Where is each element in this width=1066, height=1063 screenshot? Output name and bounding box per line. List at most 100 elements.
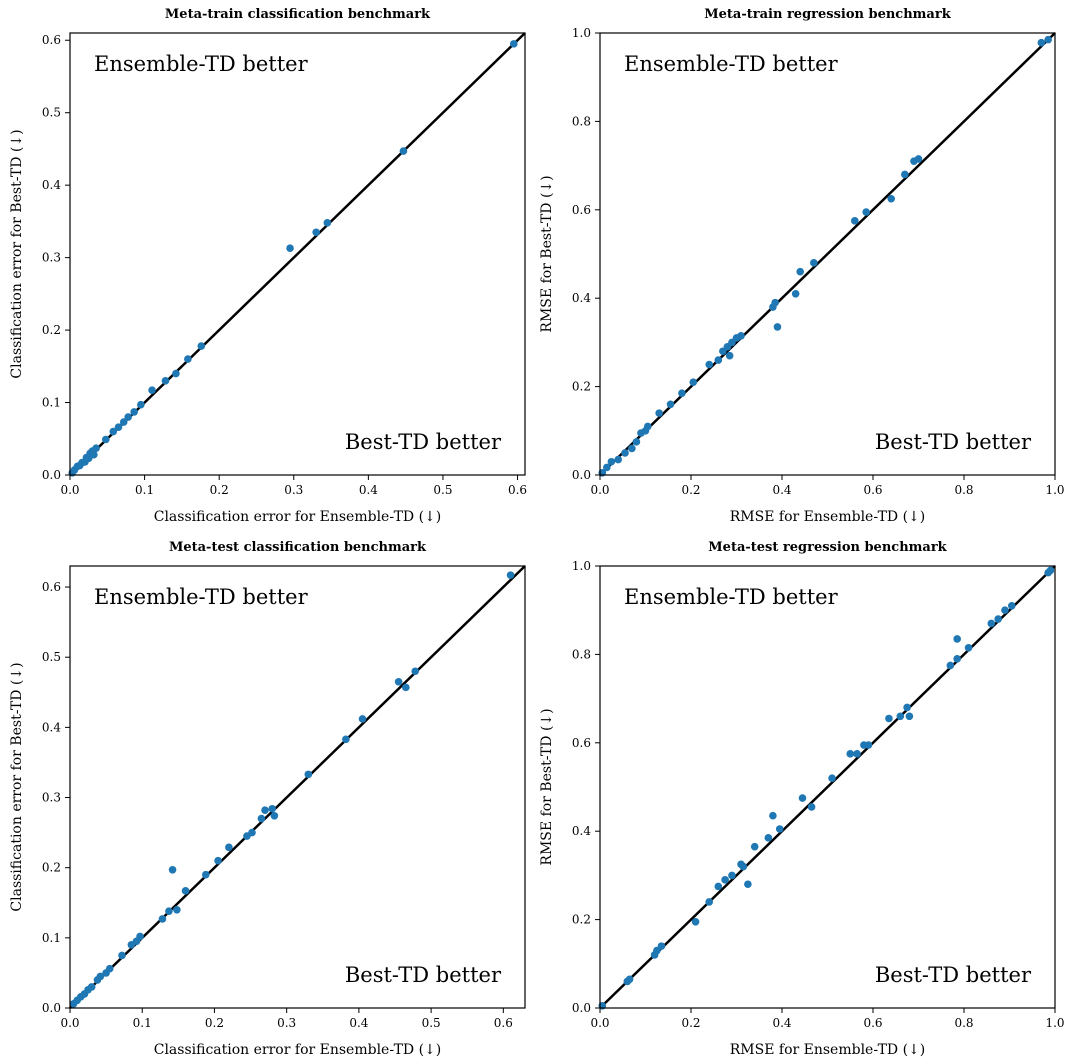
annotation-ensemble-td-better: Ensemble-TD better	[624, 585, 839, 609]
x-tick-label: 0.1	[133, 1016, 152, 1030]
y-tick-label: 0.8	[572, 647, 591, 661]
chart-panel-2: Meta-train regression benchmark 0.0 0.2 0.4…	[539, 7, 1065, 525]
y-tick-label: 0.4	[42, 720, 61, 734]
chart-title: Meta-test classification benchmark	[169, 540, 427, 555]
data-point	[148, 386, 156, 395]
data-point	[689, 378, 698, 386]
x-tick-label: 0.8	[954, 483, 973, 497]
y-tick-label: 0.3	[42, 791, 61, 805]
data-point	[914, 155, 923, 163]
data-point	[625, 975, 634, 984]
data-point	[358, 715, 367, 723]
data-point	[261, 806, 269, 814]
data-point	[225, 843, 233, 852]
diagonal-reference-line	[599, 32, 1056, 476]
data-point	[286, 244, 294, 253]
data-point	[201, 870, 210, 879]
data-point	[621, 449, 629, 457]
data-point	[896, 712, 905, 721]
x-tick-label: 1.0	[1045, 483, 1064, 497]
y-tick-label: 0.0	[42, 1001, 61, 1015]
data-point	[846, 750, 855, 758]
y-tick-label: 0.6	[572, 203, 591, 217]
y-tick-label: 0.2	[42, 861, 61, 875]
annotation-best-td-better: Best-TD better	[345, 963, 502, 987]
x-tick-label: 0.6	[508, 483, 527, 497]
data-point	[678, 389, 686, 398]
data-point	[721, 876, 729, 884]
x-tick-label: 0.6	[494, 1016, 513, 1030]
y-tick-label: 0.3	[42, 251, 61, 265]
data-point	[737, 331, 745, 340]
annotation-best-td-better: Best-TD better	[875, 963, 1032, 987]
chart-panel-1: Meta-train classification benchmark 0.0 0.…	[9, 7, 527, 525]
x-tick-label: 0.3	[284, 483, 303, 497]
data-point	[853, 750, 861, 758]
data-point	[771, 298, 779, 307]
data-point	[764, 834, 773, 842]
data-point	[506, 571, 515, 579]
x-tick-label: 0.4	[359, 483, 378, 497]
y-tick-label: 0.2	[572, 380, 591, 394]
chart-panel-3: Meta-test classification benchmark 0.0 0.1…	[9, 540, 526, 1058]
data-point	[657, 942, 666, 950]
data-point	[953, 655, 961, 663]
x-axis-label: RMSE for Ensemble-TD (↓)	[730, 509, 926, 525]
data-point	[691, 918, 700, 926]
x-axis-label: Classification error for Ensemble-TD (↓)	[154, 1042, 442, 1058]
y-tick-label: 0.2	[42, 323, 61, 337]
data-point	[798, 794, 807, 802]
plot-frame	[69, 565, 526, 1009]
x-tick-label: 1.0	[1045, 1016, 1064, 1030]
data-point	[655, 409, 663, 417]
plot-frame	[599, 565, 1056, 1009]
data-point	[257, 814, 266, 823]
data-point	[714, 356, 723, 364]
x-axis-label: Classification error for Ensemble-TD (↓)	[154, 509, 442, 525]
data-point	[607, 457, 616, 466]
data-point	[323, 219, 332, 227]
data-point	[773, 323, 782, 331]
data-point	[614, 455, 622, 464]
data-point	[161, 377, 170, 385]
data-point	[165, 907, 173, 915]
x-axis-label: RMSE for Ensemble-TD (↓)	[730, 1042, 926, 1058]
data-point	[114, 423, 123, 431]
data-point	[1001, 606, 1009, 614]
x-tick-label: 0.0	[590, 483, 609, 497]
data-point	[118, 951, 126, 960]
x-tick-label: 0.6	[863, 1016, 882, 1030]
y-tick-label: 0.5	[42, 106, 61, 120]
data-point	[1037, 38, 1046, 47]
plot-frame	[599, 32, 1056, 476]
annotation-best-td-better: Best-TD better	[875, 430, 1032, 454]
data-point	[643, 422, 652, 431]
y-tick-label: 0.6	[42, 33, 61, 47]
data-point	[828, 774, 836, 782]
data-point	[905, 712, 914, 721]
y-axis-label: Classification error for Best-TD (↓)	[9, 662, 25, 911]
y-axis-label: RMSE for Best-TD (↓)	[539, 175, 555, 332]
data-point	[109, 427, 118, 436]
data-point	[304, 770, 313, 779]
data-point	[402, 683, 410, 692]
data-point	[197, 342, 206, 350]
data-point	[342, 735, 350, 744]
y-tick-label: 0.0	[42, 468, 61, 482]
annotation-ensemble-td-better: Ensemble-TD better	[624, 52, 839, 76]
x-tick-label: 0.2	[681, 1016, 700, 1030]
x-tick-label: 0.2	[681, 483, 700, 497]
data-point	[946, 661, 955, 670]
y-tick-label: 0.8	[572, 114, 591, 128]
data-point	[750, 842, 759, 851]
data-point	[714, 882, 723, 891]
x-tick-label: 0.1	[135, 483, 154, 497]
chart-title: Meta-train classification benchmark	[165, 7, 431, 22]
data-point	[964, 643, 973, 652]
data-point	[268, 804, 277, 813]
data-point	[903, 703, 911, 712]
x-tick-label: 0.5	[422, 1016, 441, 1030]
y-axis-label: RMSE for Best-TD (↓)	[539, 708, 555, 865]
data-point	[124, 413, 132, 421]
data-point	[136, 932, 144, 941]
